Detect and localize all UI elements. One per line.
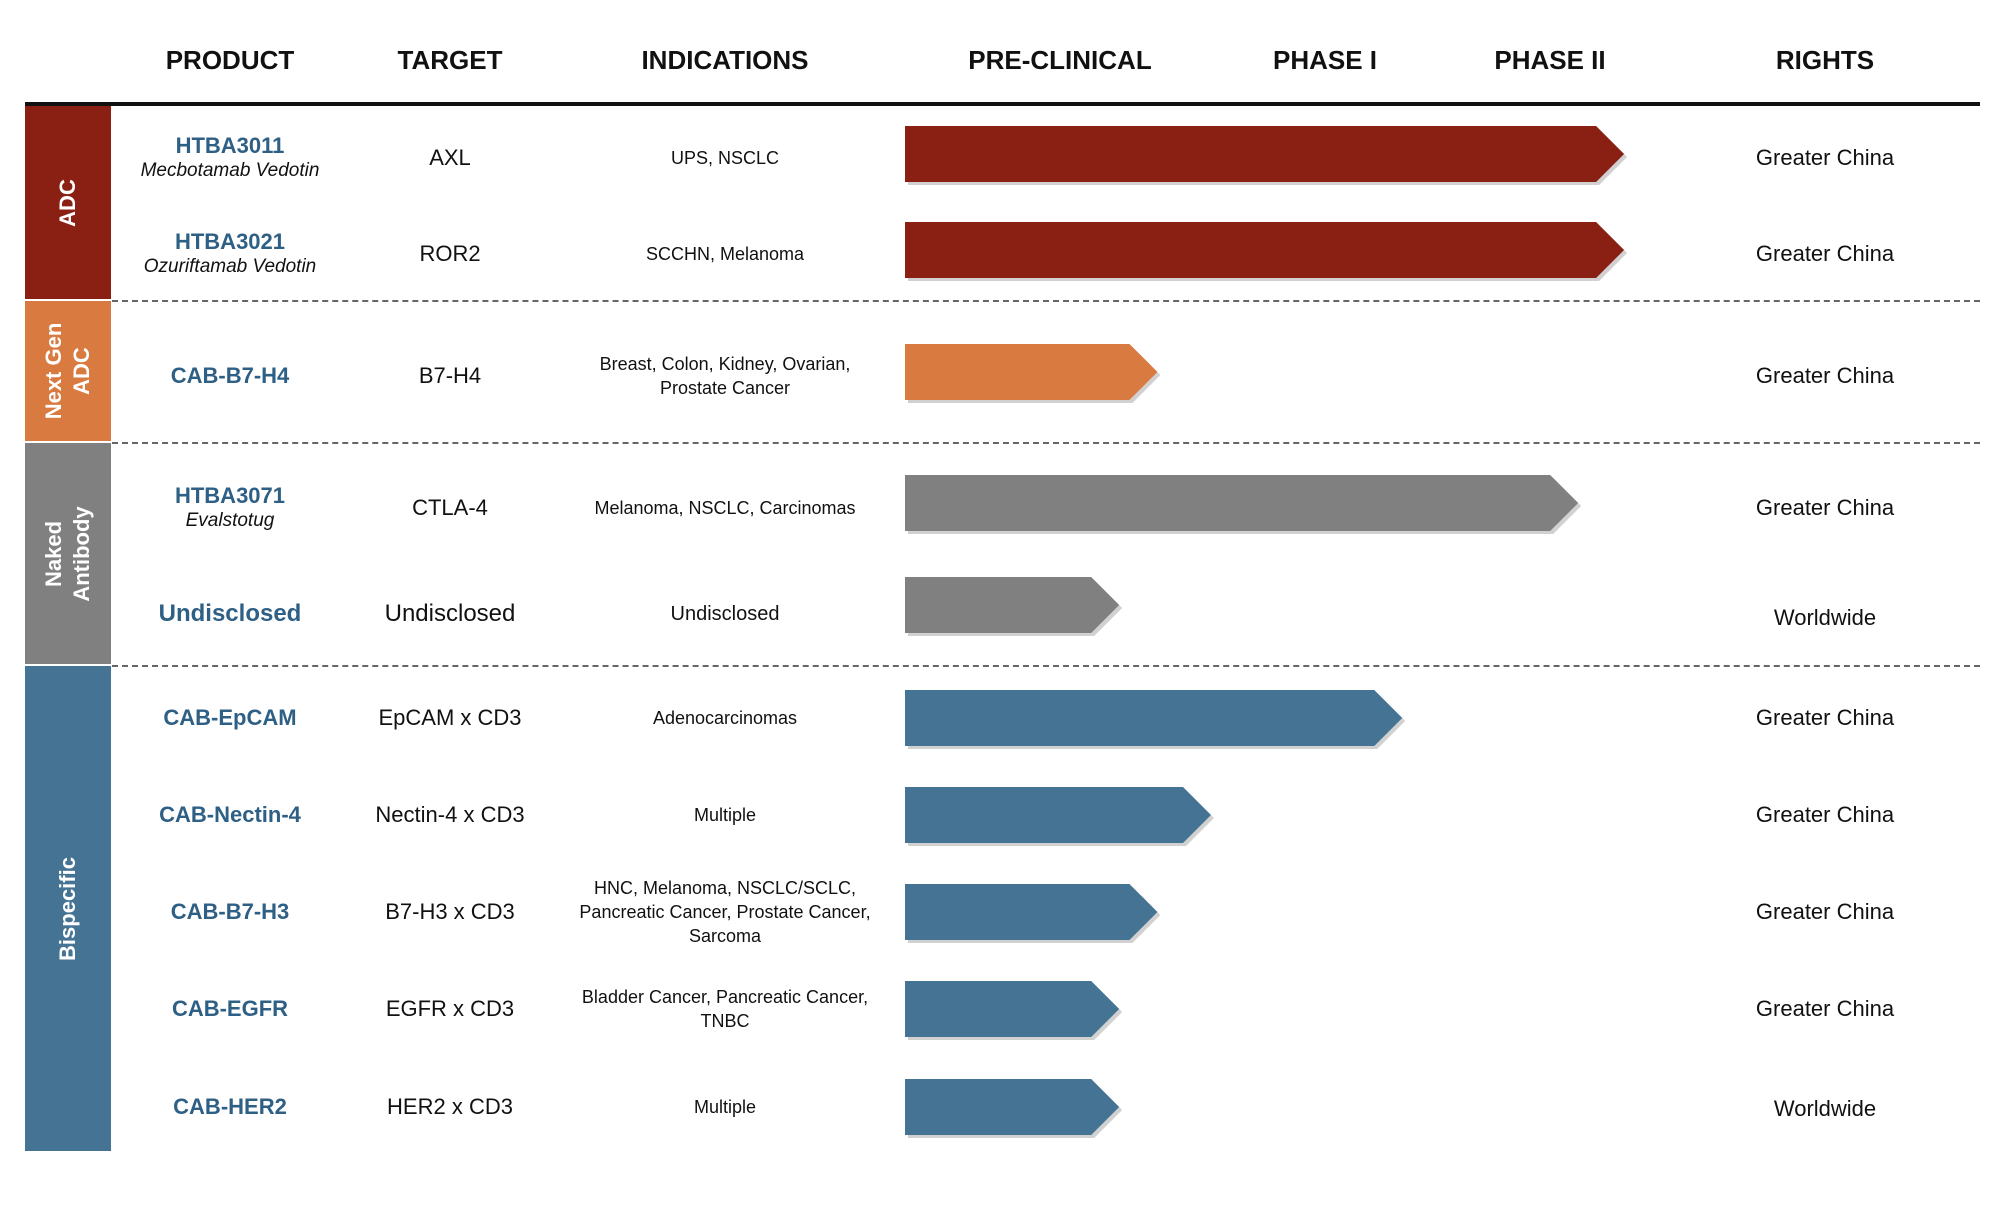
category-adc: ADC: [25, 106, 111, 299]
rights-cell: Greater China: [1755, 363, 1895, 388]
header-preclinical: PRE-CLINICAL: [968, 45, 1152, 75]
product-name: HTBA3021: [174, 229, 286, 254]
product-name: HTBA3071: [174, 483, 286, 508]
indications-cell: Breast, Colon, Kidney, Ovarian, Prostate…: [599, 354, 851, 398]
target-cell: EGFR x CD3: [385, 996, 515, 1021]
header-rights: RIGHTS: [1775, 45, 1875, 75]
rights-cell: Worldwide: [1773, 605, 1877, 630]
product-cell: CAB-EpCAM: [112, 688, 348, 748]
product-cell: HTBA3011 Mecbotamab Vedotin: [112, 128, 348, 188]
indications-cell: Multiple: [693, 1097, 757, 1117]
indications-cell: Multiple: [693, 805, 757, 825]
phase-bar: [905, 222, 1625, 278]
header-product: PRODUCT: [165, 45, 295, 75]
target-cell: CTLA-4: [412, 495, 488, 520]
phase-bar: [905, 981, 1120, 1037]
target-cell: HER2 x CD3: [387, 1094, 513, 1119]
product-cell: Undisclosed: [112, 584, 348, 644]
phase-bar: [905, 884, 1158, 940]
indications-cell: SCCHN, Melanoma: [645, 244, 805, 264]
phase-bar: [905, 475, 1579, 531]
product-name: CAB-HER2: [173, 1094, 287, 1119]
rights-cell: Greater China: [1755, 802, 1895, 827]
target-cell: Undisclosed: [384, 600, 516, 627]
product-cell: CAB-B7-H4: [112, 346, 348, 406]
product-name: CAB-B7-H4: [170, 363, 290, 388]
phase-bar: [905, 690, 1403, 746]
product-name: CAB-EGFR: [171, 996, 289, 1021]
header-indications: INDICATIONS: [641, 45, 809, 75]
separator-1: [112, 300, 1980, 302]
rights-cell: Greater China: [1755, 899, 1895, 924]
target-cell: ROR2: [419, 241, 481, 266]
indications-cell: Bladder Cancer, Pancreatic Cancer, TNBC: [581, 987, 869, 1031]
indications-cell: UPS, NSCLC: [670, 148, 780, 168]
indications-cell: Adenocarcinomas: [652, 708, 798, 728]
target-cell: B7-H3 x CD3: [385, 899, 515, 924]
rights-cell: Greater China: [1755, 495, 1895, 520]
product-name: Undisclosed: [158, 600, 302, 627]
target-cell: AXL: [429, 145, 471, 170]
rights-cell: Greater China: [1755, 705, 1895, 730]
product-subtitle: Evalstotug: [185, 510, 275, 531]
category-next-gen-adc: Next Gen ADC: [25, 301, 111, 441]
product-cell: HTBA3071 Evalstotug: [112, 478, 348, 538]
header-phase1: PHASE I: [1272, 45, 1378, 75]
header-target: TARGET: [397, 45, 503, 75]
product-cell: CAB-Nectin-4: [112, 785, 348, 845]
phase-bar: [905, 787, 1211, 843]
product-cell: HTBA3021 Ozuriftamab Vedotin: [112, 224, 348, 284]
product-name: CAB-Nectin-4: [159, 802, 301, 827]
indications-cell: HNC, Melanoma, NSCLC/SCLC, Pancreatic Ca…: [579, 878, 871, 946]
indications-cell: Melanoma, NSCLC, Carcinomas: [594, 498, 856, 518]
category-naked-antibody: Naked Antibody: [25, 443, 111, 664]
rights-cell: Greater China: [1755, 996, 1895, 1021]
rights-cell: Greater China: [1755, 241, 1895, 266]
phase-bar: [905, 1079, 1120, 1135]
phase-bar: [905, 126, 1625, 182]
target-cell: B7-H4: [418, 363, 482, 388]
separator-2: [112, 442, 1980, 444]
separator-3: [112, 665, 1980, 667]
product-subtitle: Mecbotamab Vedotin: [140, 160, 320, 181]
product-subtitle: Ozuriftamab Vedotin: [143, 256, 317, 277]
product-name: HTBA3011: [175, 133, 285, 158]
indications-cell: Undisclosed: [670, 603, 780, 625]
target-cell: EpCAM x CD3: [378, 705, 522, 730]
header-divider: [25, 102, 1980, 106]
product-name: CAB-B7-H3: [170, 899, 290, 924]
product-cell: CAB-HER2: [112, 1077, 348, 1137]
phase-bar: [905, 577, 1120, 633]
category-bispecific: Bispecific: [25, 666, 111, 1151]
header-phase2: PHASE II: [1494, 45, 1606, 75]
product-cell: CAB-EGFR: [112, 979, 348, 1039]
product-cell: CAB-B7-H3: [112, 872, 348, 952]
product-name: CAB-EpCAM: [163, 705, 297, 730]
phase-bar: [905, 344, 1158, 400]
rights-cell: Greater China: [1755, 145, 1895, 170]
rights-cell: Worldwide: [1773, 1096, 1877, 1121]
target-cell: Nectin-4 x CD3: [375, 802, 525, 827]
